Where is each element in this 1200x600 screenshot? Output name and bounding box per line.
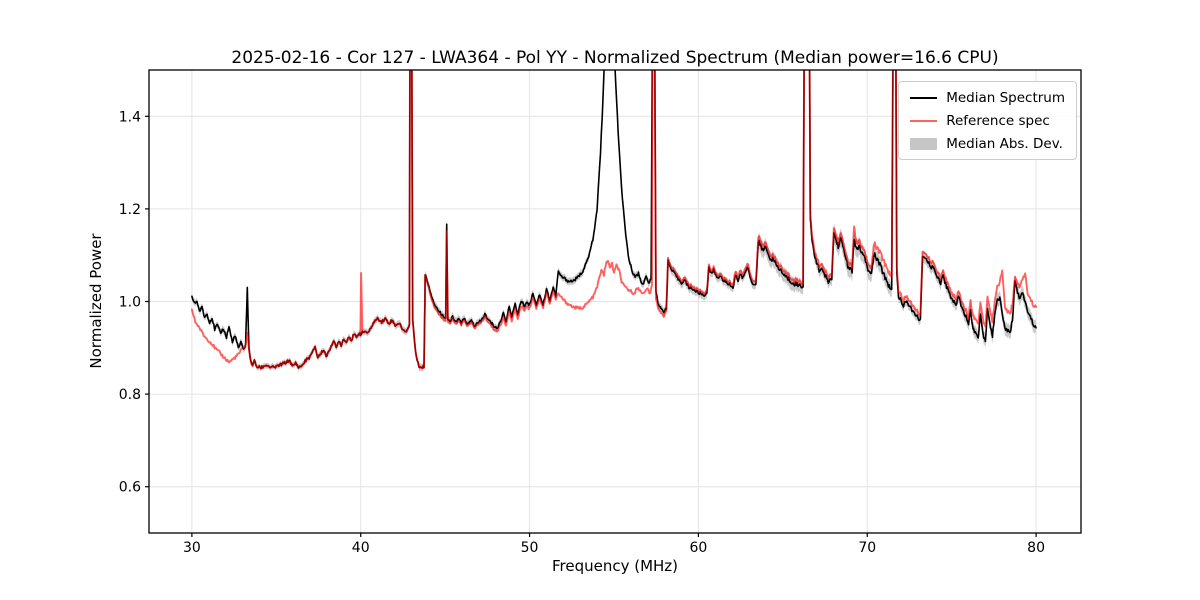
legend-entry-median-abs-dev: Median Abs. Dev. xyxy=(910,135,1065,152)
x-tick-label-70: 70 xyxy=(858,540,876,556)
mad-patch-swatch xyxy=(910,137,938,150)
legend-label: Median Spectrum xyxy=(946,89,1065,106)
chart-title: 2025-02-16 - Cor 127 - LWA364 - Pol YY -… xyxy=(231,48,999,68)
x-tick-label-80: 80 xyxy=(1027,540,1045,556)
y-tick-label-0.6: 0.6 xyxy=(119,480,141,496)
y-axis-label: Normalized Power xyxy=(87,233,105,369)
reference-spec-line xyxy=(190,70,1038,370)
x-axis-label: Frequency (MHz) xyxy=(551,557,679,575)
legend-label: Reference spec xyxy=(946,112,1050,129)
y-tick-label-0.8: 0.8 xyxy=(119,387,141,403)
y-tick-label-1.4: 1.4 xyxy=(119,109,141,125)
x-tick-label-60: 60 xyxy=(689,540,707,556)
y-tick-label-1: 1.0 xyxy=(119,295,141,311)
x-tick-label-40: 40 xyxy=(352,540,370,556)
legend-entry-reference-spec: Reference spec xyxy=(910,112,1065,129)
median-spectrum-line-swatch xyxy=(910,96,938,99)
legend-label: Median Abs. Dev. xyxy=(946,135,1063,152)
y-tick-label-1.2: 1.2 xyxy=(119,202,141,218)
legend: Median Spectrum Reference spec Median Ab… xyxy=(898,81,1077,160)
x-tick-label-30: 30 xyxy=(183,540,201,556)
legend-entry-median-spectrum: Median Spectrum xyxy=(910,89,1065,106)
x-tick-label-50: 50 xyxy=(521,540,539,556)
reference-spec-line-swatch xyxy=(910,119,938,122)
